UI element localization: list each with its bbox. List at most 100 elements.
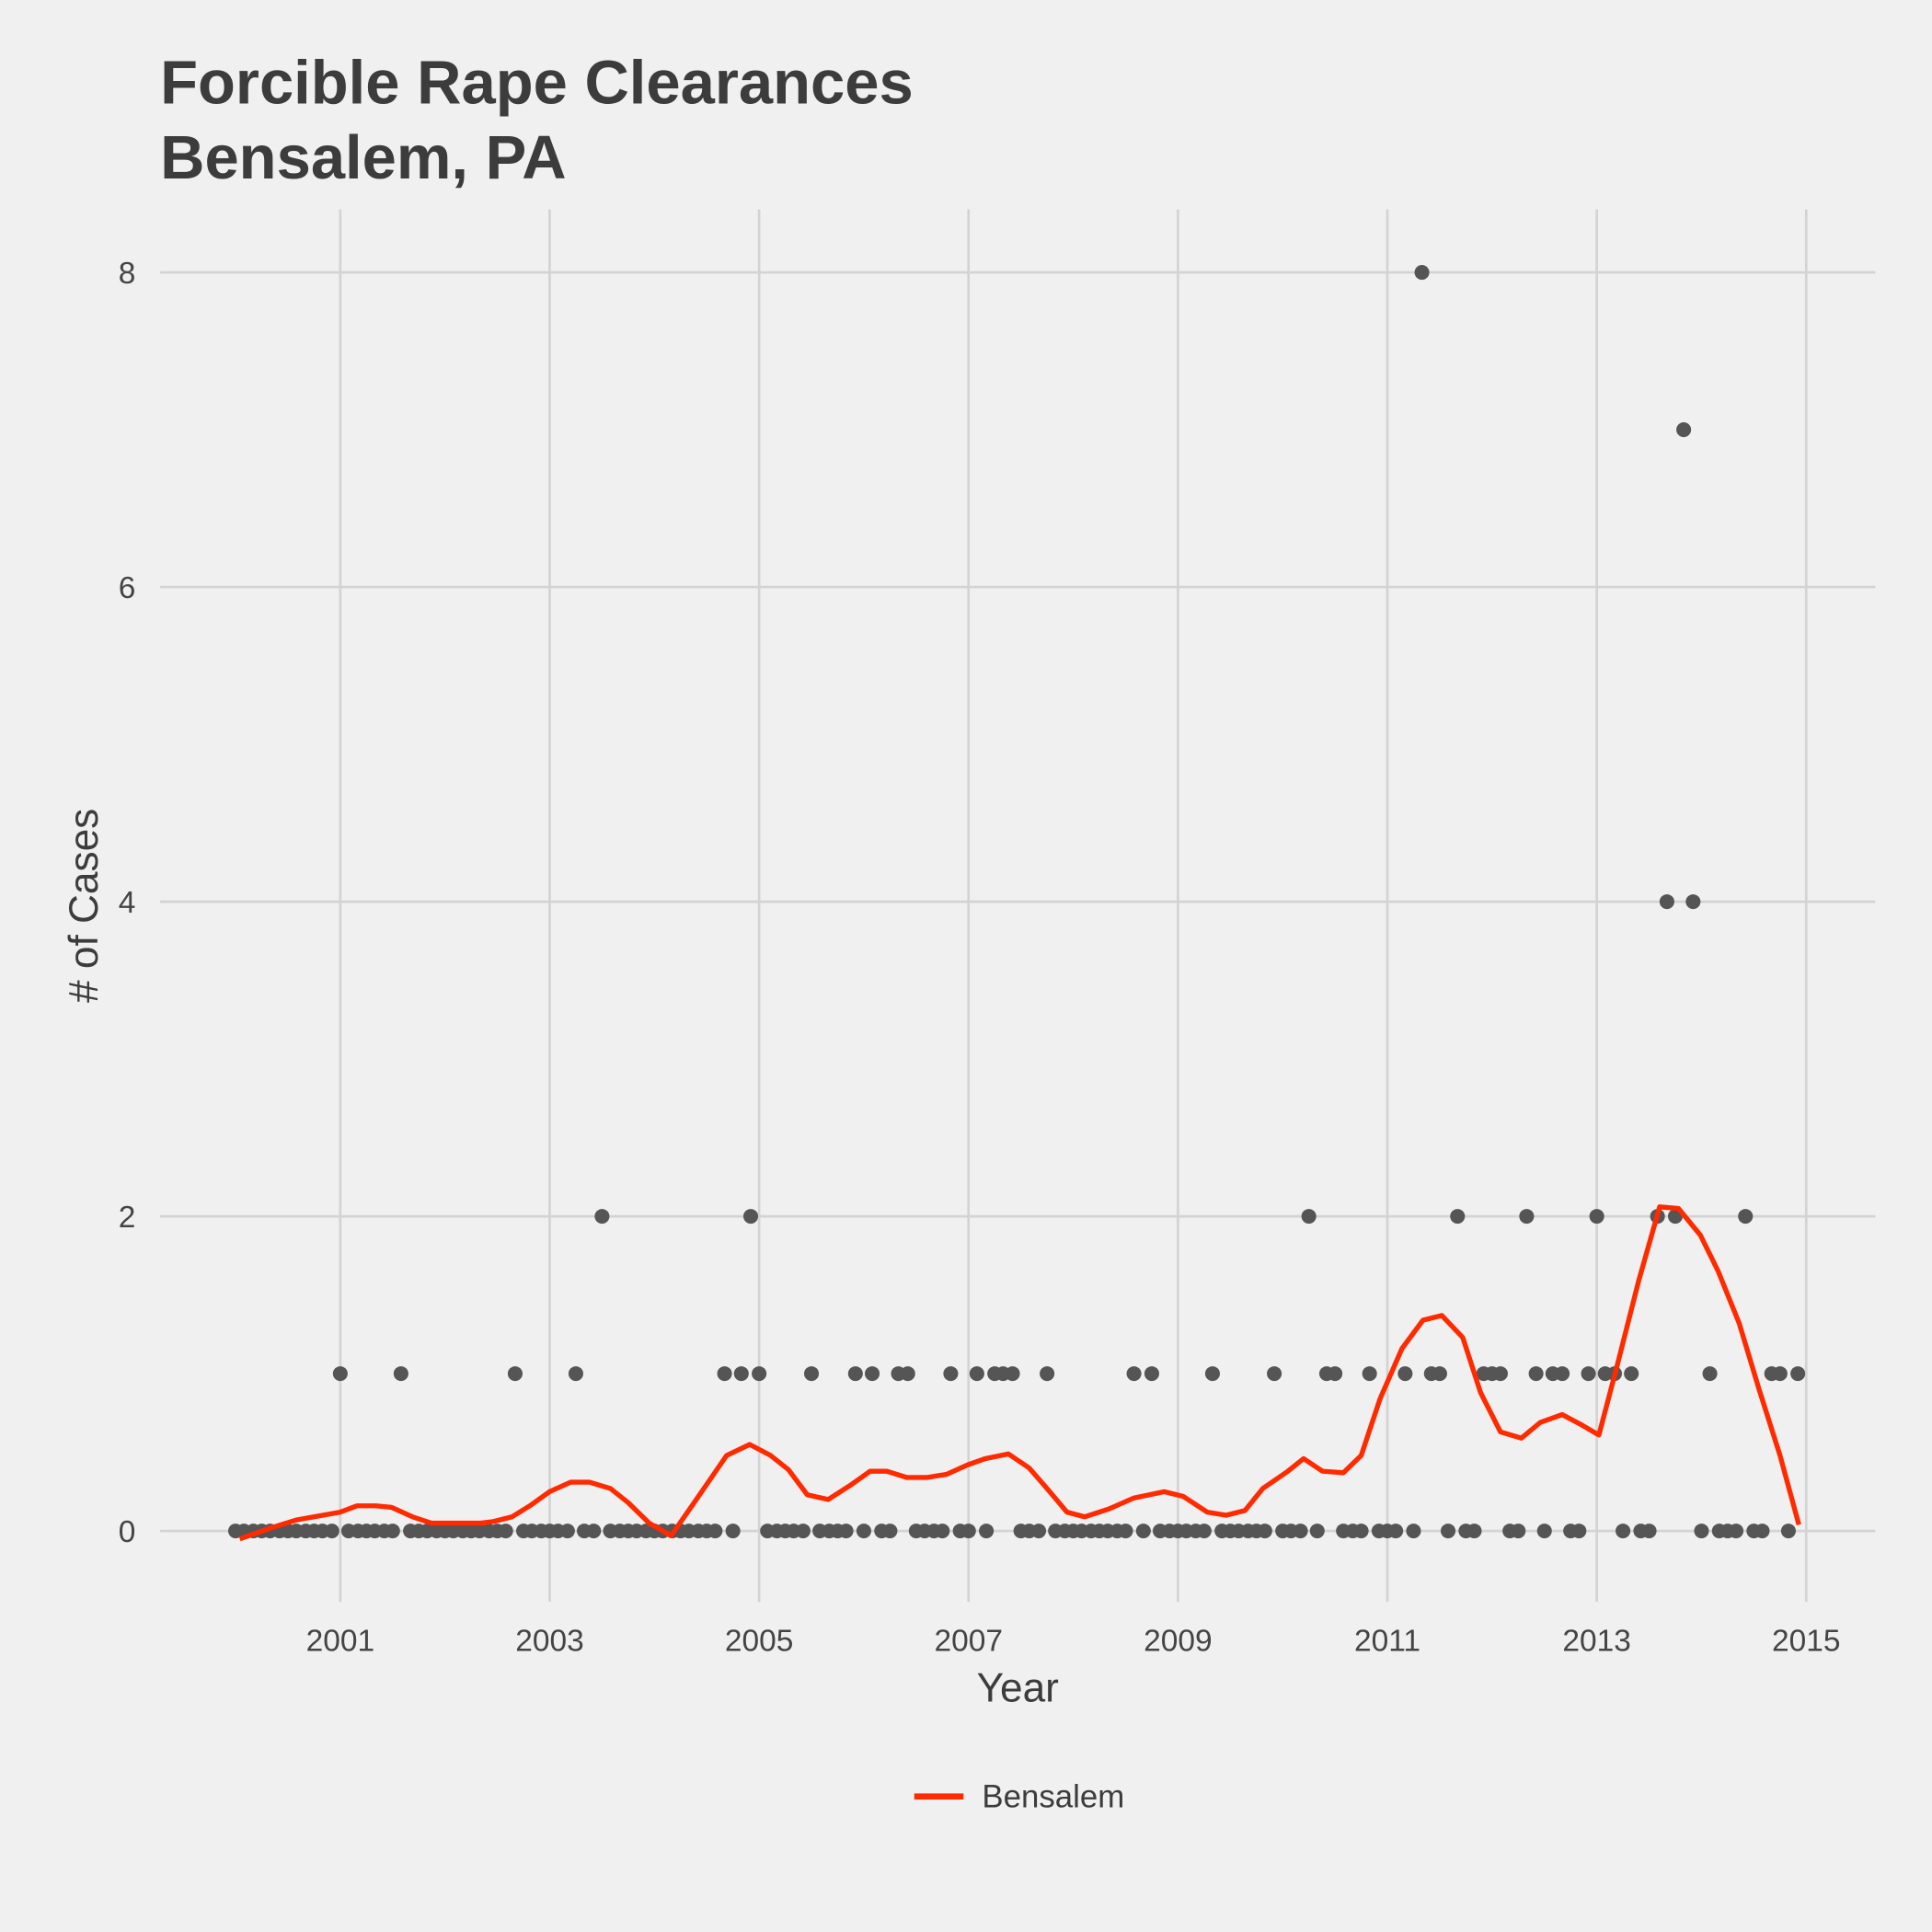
data-point — [1440, 1524, 1456, 1539]
data-point — [507, 1366, 523, 1382]
data-point — [498, 1524, 513, 1539]
data-point — [1362, 1366, 1377, 1382]
data-point — [586, 1524, 602, 1539]
data-point — [1005, 1366, 1020, 1382]
chart-title: Bensalem, PA — [160, 123, 567, 192]
data-point — [1754, 1524, 1770, 1539]
data-point — [1790, 1366, 1806, 1382]
data-point — [803, 1366, 820, 1382]
data-point — [979, 1524, 995, 1539]
data-point — [568, 1366, 583, 1382]
x-tick-label: 2009 — [1144, 1625, 1212, 1659]
data-point — [385, 1524, 400, 1539]
data-point — [1581, 1366, 1596, 1382]
data-point — [1414, 265, 1430, 281]
data-point — [1571, 1524, 1587, 1539]
data-point — [1702, 1366, 1718, 1382]
data-point — [969, 1366, 984, 1382]
data-point — [856, 1524, 871, 1539]
data-point — [1204, 1366, 1220, 1382]
data-point — [847, 1366, 863, 1382]
data-point — [707, 1524, 723, 1539]
data-point — [960, 1524, 976, 1539]
data-point — [1126, 1366, 1142, 1382]
data-point — [1528, 1366, 1544, 1382]
y-tick-label: 6 — [119, 571, 136, 605]
data-point — [1466, 1524, 1482, 1539]
legend-label: Bensalem — [982, 1779, 1124, 1815]
data-point — [1267, 1366, 1282, 1382]
data-point — [742, 1209, 759, 1225]
data-point — [1030, 1524, 1047, 1539]
data-point — [1555, 1366, 1570, 1382]
data-point — [725, 1524, 741, 1539]
data-point — [1328, 1366, 1343, 1382]
x-tick-label: 2005 — [725, 1625, 793, 1659]
x-tick-label: 2011 — [1354, 1625, 1420, 1659]
y-tick-label: 4 — [119, 886, 136, 920]
data-point — [393, 1366, 408, 1382]
data-point — [1406, 1524, 1421, 1539]
data-point — [1257, 1524, 1272, 1539]
data-point — [1040, 1366, 1055, 1382]
smooth-line — [238, 1204, 1801, 1542]
y-tick-label: 2 — [119, 1201, 136, 1235]
data-point — [1397, 1366, 1413, 1382]
data-point — [1738, 1209, 1754, 1225]
data-point — [1641, 1524, 1657, 1539]
x-tick-label: 2013 — [1562, 1625, 1630, 1659]
data-point — [1388, 1524, 1404, 1539]
x-tick-label: 2003 — [515, 1625, 583, 1659]
legend: Bensalem — [914, 1779, 1124, 1815]
data-point — [1772, 1366, 1788, 1382]
data-point — [1309, 1524, 1325, 1539]
data-point — [1519, 1209, 1535, 1225]
data-point — [1676, 422, 1692, 438]
data-point — [943, 1366, 959, 1382]
data-point — [1293, 1524, 1308, 1539]
data-point — [1492, 1366, 1508, 1382]
data-point — [1685, 894, 1701, 910]
data-point — [795, 1524, 811, 1539]
data-point — [1659, 894, 1674, 910]
data-point — [900, 1366, 915, 1382]
data-point — [1135, 1524, 1151, 1539]
y-tick-label: 8 — [119, 257, 136, 291]
plot-area — [228, 265, 1806, 1542]
data-point — [559, 1524, 575, 1539]
data-point — [1728, 1524, 1744, 1539]
data-point — [1301, 1209, 1317, 1225]
data-point — [733, 1366, 749, 1382]
x-tick-label: 2015 — [1772, 1625, 1840, 1659]
data-point — [1511, 1524, 1526, 1539]
data-point — [1118, 1524, 1133, 1539]
data-point — [717, 1366, 732, 1382]
data-point — [1780, 1524, 1796, 1539]
grid: 2001 2003 2005 2007 2009 2011 2013 2015 0 2 4 6 8 — [119, 209, 1876, 1659]
data-point — [594, 1209, 610, 1225]
y-tick-label: 0 — [119, 1515, 136, 1549]
data-point — [1694, 1524, 1709, 1539]
data-point — [1624, 1366, 1639, 1382]
data-point — [838, 1524, 854, 1539]
data-point — [332, 1366, 348, 1382]
data-point — [935, 1524, 950, 1539]
data-point — [1536, 1524, 1552, 1539]
data-point — [1589, 1209, 1604, 1225]
x-tick-label: 2007 — [935, 1625, 1003, 1659]
data-point — [1353, 1524, 1369, 1539]
data-point — [1144, 1366, 1159, 1382]
x-axis-title: Year — [977, 1666, 1059, 1711]
data-point — [324, 1524, 339, 1539]
y-axis-title: # of Cases — [62, 809, 107, 1003]
chart-title: Forcible Rape Clearances — [160, 49, 914, 118]
data-point — [1616, 1524, 1631, 1539]
data-point — [1432, 1366, 1447, 1382]
data-point — [1450, 1209, 1466, 1225]
data-point — [865, 1366, 880, 1382]
x-tick-label: 2001 — [306, 1625, 374, 1659]
data-point — [752, 1366, 767, 1382]
